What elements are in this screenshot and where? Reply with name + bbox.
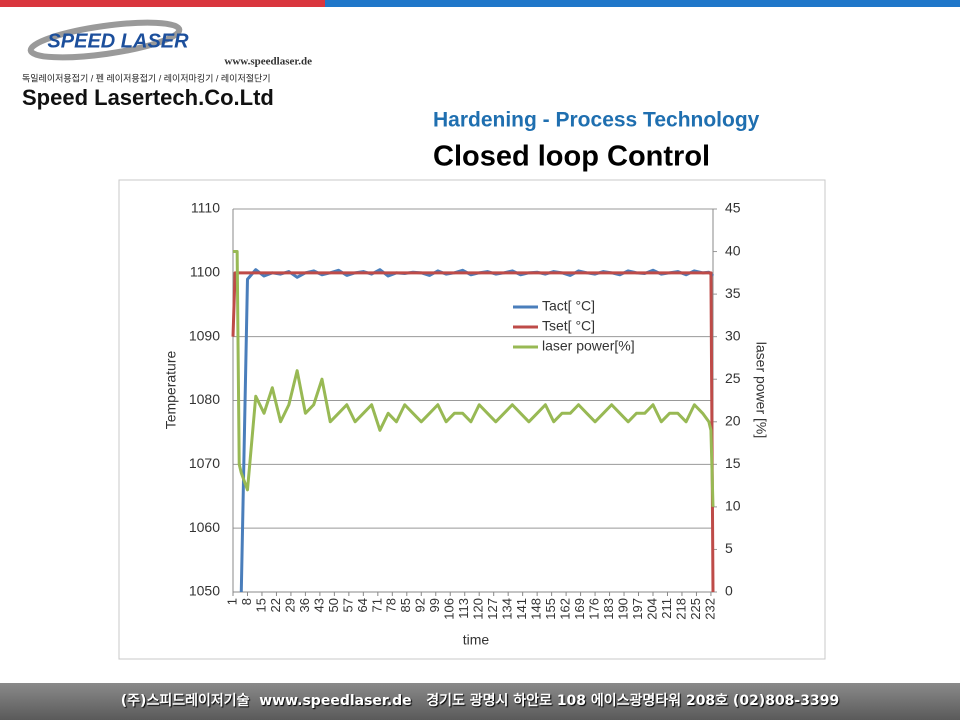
x-tick-label: 211 [659,598,674,619]
y-tick-label: 1080 [189,391,220,407]
y-tick-label: 1100 [190,264,220,280]
top-bar [0,0,325,7]
x-tick-label: 197 [630,598,645,620]
x-tick-label: 127 [485,598,500,620]
y2-tick-label: 0 [725,583,733,599]
x-tick-label: 1 [224,598,239,605]
y2-tick-label: 35 [725,285,741,301]
x-tick-label: 162 [558,598,573,620]
legend-label: Tact[ °C] [542,298,595,314]
logo: SPEED LASER [47,30,189,52]
y2-tick-label: 40 [725,242,741,258]
series-line [231,271,715,593]
x-tick-label: 85 [398,598,413,612]
x-tick-label: 64 [355,598,370,612]
y-tick-label: 1090 [189,327,220,343]
x-tick-label: 183 [601,598,616,620]
x-tick-label: 92 [413,598,428,612]
x-tick-label: 22 [268,598,283,612]
x-tick-label: 43 [311,598,326,612]
x-tick-label: 218 [673,598,688,620]
y2-axis-title: laser power [%] [753,342,769,438]
y-tick-label: 1070 [189,455,220,471]
x-tick-label: 99 [427,598,442,612]
logo-url: www.speedlaser.de [224,56,312,68]
x-tick-label: 134 [500,598,515,620]
x-tick-label: 120 [471,598,486,620]
x-tick-label: 57 [340,598,355,612]
legend-label: laser power[%] [542,338,635,354]
subtitle: Hardening - Process Technology [433,109,760,132]
y2-tick-label: 5 [725,540,733,556]
x-tick-label: 141 [514,598,529,620]
y-tick-label: 1050 [189,583,220,599]
y2-tick-label: 20 [725,412,741,428]
y2-tick-label: 45 [725,200,741,216]
footer: (주)스피드레이저기술 www.speedlaser.de 경기도 광명시 하안… [0,683,960,720]
x-tick-label: 232 [702,598,717,620]
legend-label: Tset[ °C] [542,318,595,334]
x-tick-label: 78 [384,598,399,612]
x-tick-label: 225 [688,598,703,620]
top-bar [325,0,960,7]
x-tick-label: 148 [529,598,544,620]
products: 독일레이저용접기 / 펜 레이저용접기 / 레이저마킹기 / 레이저절단기 [22,72,271,83]
y2-tick-label: 30 [725,327,741,343]
y-tick-label: 1110 [191,200,220,216]
series-line [233,250,715,507]
y-tick-label: 1060 [189,519,220,535]
logo-swoosh [27,19,183,61]
y2-tick-label: 15 [725,455,741,471]
company: Speed Lasertech.Co.Ltd [22,85,274,110]
x-tick-label: 169 [572,598,587,620]
x-tick-label: 15 [253,598,268,612]
x-tick-label: 204 [644,598,659,620]
x-tick-label: 50 [326,598,341,612]
x-tick-label: 190 [615,598,630,620]
y2-tick-label: 10 [725,498,741,514]
title: Closed loop Control [433,141,710,173]
x-tick-label: 113 [456,598,471,619]
y-axis-title: Temperature [163,350,179,429]
x-tick-label: 71 [369,598,384,612]
x-axis-title: time [463,632,490,648]
slide: SPEED LASER www.speedlaser.de 독일레이저용접기 /… [22,19,826,660]
x-tick-label: 36 [297,598,312,612]
x-tick-label: 8 [239,598,254,605]
x-tick-label: 176 [587,598,602,620]
x-tick-label: 155 [543,598,558,620]
x-tick-label: 29 [282,598,297,612]
x-tick-label: 106 [442,598,457,620]
y2-tick-label: 25 [725,370,741,386]
